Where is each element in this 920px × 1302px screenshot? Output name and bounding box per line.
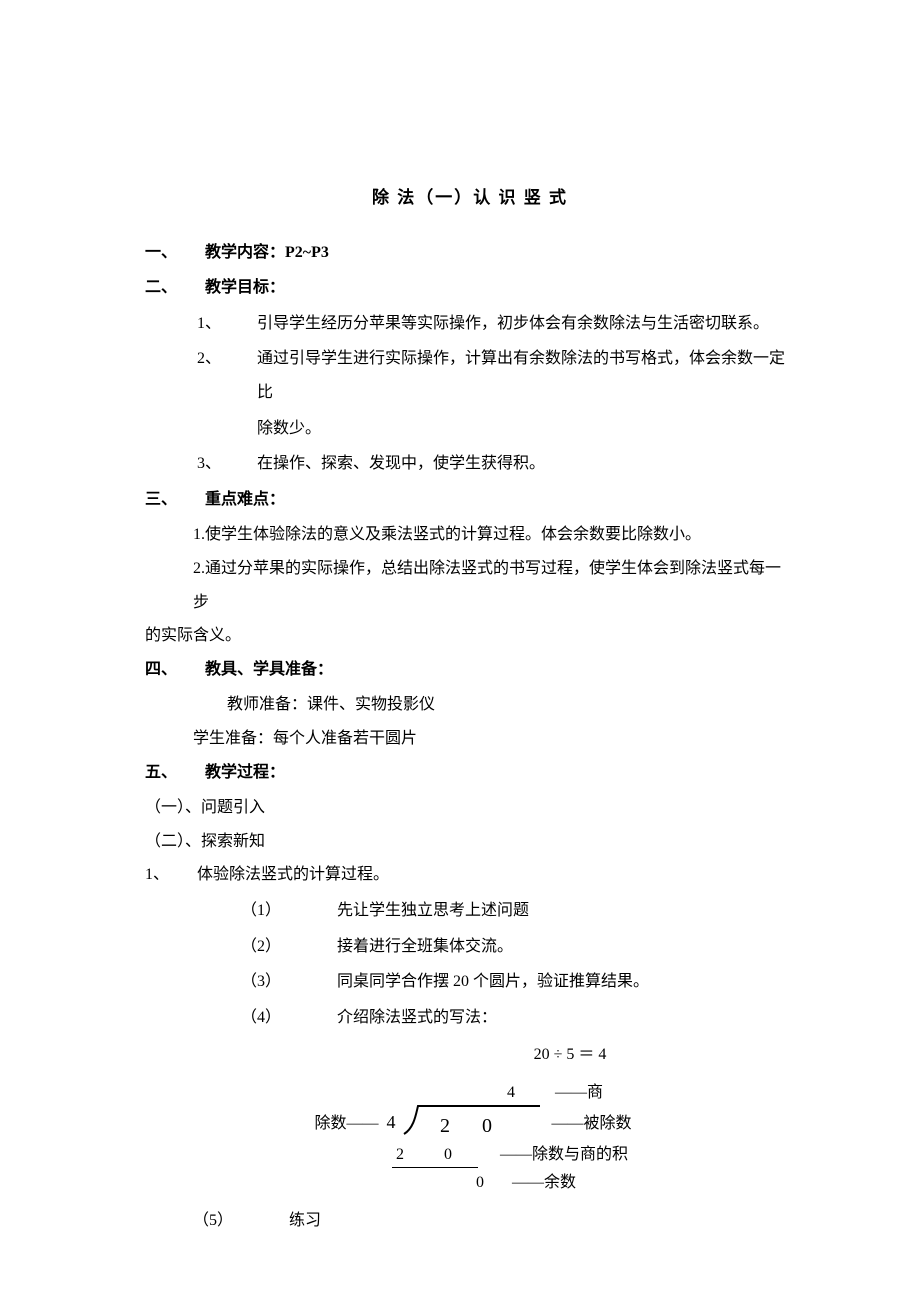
list-item: 2、 通过引导学生进行实际操作，计算出有余数除法的书写格式，体会余数一定比	[197, 342, 795, 409]
step-text: 同桌同学合作摆 20 个圆片，验证推算结果。	[337, 965, 649, 999]
divisor-label: 除数——	[314, 1112, 384, 1138]
item-number: 1、	[145, 858, 197, 892]
item-number: 3、	[197, 447, 257, 481]
dividend-text: 0	[482, 1115, 492, 1137]
list-item: 3、 在操作、探索、发现中，使学生获得积。	[197, 447, 795, 481]
step-number: （4）	[241, 1001, 337, 1035]
section-5-heading: 教学过程：	[205, 756, 285, 790]
remainder-value: 0	[476, 1170, 490, 1196]
item-number: 1、	[197, 307, 257, 341]
item-text: 体验除法竖式的计算过程。	[197, 858, 795, 892]
step-text: 先让学生独立思考上述问题	[337, 894, 529, 928]
step-item: （2） 接着进行全班集体交流。	[241, 930, 795, 964]
outline-1: （一）、问题引入	[145, 791, 795, 825]
section-4-label: 四、	[145, 653, 205, 687]
item-number-blank	[197, 412, 257, 446]
section-4-heading: 教具、学具准备：	[205, 653, 333, 687]
remainder-row: 0 ——余数	[145, 1170, 795, 1196]
section-3: 三、 重点难点：	[145, 483, 795, 517]
section-2-heading: 教学目标：	[205, 271, 285, 305]
step-text: 介绍除法竖式的写法：	[337, 1001, 497, 1035]
dividend-label: ——被除数	[542, 1112, 632, 1138]
page-title: 除 法（一）认 识 竖 式	[145, 180, 795, 216]
step-5: （5） 练习	[145, 1204, 795, 1238]
item-text-cont: 除数少。	[257, 412, 795, 446]
section-2-label: 二、	[145, 271, 205, 305]
paragraph: 2.通过分苹果的实际操作，总结出除法竖式的书写过程，使学生体会到除法竖式每一步	[193, 552, 795, 619]
quotient-note: ——商	[535, 1076, 603, 1110]
list-item-cont: 除数少。	[197, 412, 795, 446]
product-note: ——除数与商的积	[478, 1142, 628, 1169]
section-4: 四、 教具、学具准备：	[145, 653, 795, 687]
section-1-label: 一、	[145, 236, 205, 270]
step-item: （1） 先让学生独立思考上述问题	[241, 894, 795, 928]
paragraph-cont: 的实际含义。	[145, 619, 795, 653]
paragraph: 1.使学生体验除法的意义及乘法竖式的计算过程。体会余数要比除数小。	[193, 518, 795, 552]
paragraph: 学生准备：每个人准备若干圆片	[193, 722, 795, 756]
item-text: 在操作、探索、发现中，使学生获得积。	[257, 447, 795, 481]
outline-2: （二）、探索新知	[145, 825, 795, 859]
section-1: 一、 教学内容：P2~P3	[145, 236, 795, 270]
document-page: 除 法（一）认 识 竖 式 一、 教学内容：P2~P3 二、 教学目标： 1、 …	[0, 0, 920, 1297]
item-number: 2、	[197, 342, 257, 409]
long-division-bracket-icon: 2 0	[402, 1104, 542, 1138]
section-1-heading: 教学内容：P2~P3	[205, 236, 329, 270]
step-text: 接着进行全班集体交流。	[337, 930, 513, 964]
process-item-1: 1、 体验除法竖式的计算过程。	[145, 858, 795, 892]
paragraph: 教师准备：课件、实物投影仪	[227, 688, 795, 722]
section-3-body: 1.使学生体验除法的意义及乘法竖式的计算过程。体会余数要比除数小。 2.通过分苹…	[145, 518, 795, 619]
long-division: 除数—— 4 2 0 ——被除数	[145, 1104, 795, 1138]
section-4-body: 教师准备：课件、实物投影仪	[145, 688, 795, 722]
steps-list: （1） 先让学生独立思考上述问题 （2） 接着进行全班集体交流。 （3） 同桌同…	[145, 894, 795, 1034]
step-number: （3）	[241, 965, 337, 999]
section-2: 二、 教学目标：	[145, 271, 795, 305]
remainder-note: ——余数	[490, 1170, 576, 1196]
step-item: （4） 介绍除法竖式的写法：	[241, 1001, 795, 1035]
subtract-row: 2 0 ——除数与商的积	[145, 1142, 795, 1169]
step-text: 练习	[289, 1204, 321, 1238]
divisor-value: 4	[385, 1109, 402, 1138]
section-4-body-2: 学生准备：每个人准备若干圆片	[145, 722, 795, 756]
step-number: （1）	[241, 894, 337, 928]
section-5-label: 五、	[145, 756, 205, 790]
step-item: （3） 同桌同学合作摆 20 个圆片，验证推算结果。	[241, 965, 795, 999]
item-text: 引导学生经历分苹果等实际操作，初步体会有余数除法与生活密切联系。	[257, 307, 795, 341]
item-text: 通过引导学生进行实际操作，计算出有余数除法的书写格式，体会余数一定比	[257, 342, 795, 409]
section-5: 五、 教学过程：	[145, 756, 795, 790]
step-number: （5）	[193, 1204, 289, 1238]
equation: 20 ÷ 5 ＝ 4	[145, 1038, 795, 1072]
step-number: （2）	[241, 930, 337, 964]
section-3-label: 三、	[145, 483, 205, 517]
list-item: 1、 引导学生经历分苹果等实际操作，初步体会有余数除法与生活密切联系。	[197, 307, 795, 341]
product-value: 2 0	[392, 1142, 478, 1169]
dividend-text: 2	[440, 1115, 450, 1137]
section-3-heading: 重点难点：	[205, 483, 285, 517]
section-2-list: 1、 引导学生经历分苹果等实际操作，初步体会有余数除法与生活密切联系。 2、 通…	[145, 307, 795, 481]
